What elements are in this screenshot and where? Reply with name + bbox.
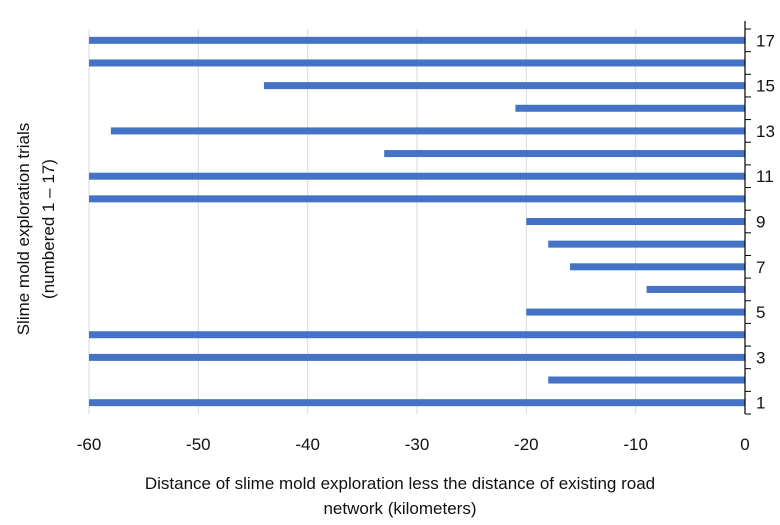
y-tick-label-5: 5	[756, 303, 765, 322]
bar-trial-6	[646, 285, 745, 293]
x-tick-label--20: -20	[514, 435, 539, 454]
y-tick-label-3: 3	[756, 348, 765, 367]
bar-trial-17	[89, 36, 745, 44]
bar-trial-7	[570, 263, 745, 271]
axes	[744, 21, 751, 415]
y-tick-label-15: 15	[756, 77, 775, 96]
x-tick-label-0: 0	[740, 435, 749, 454]
x-axis-title-line-1: Distance of slime mold exploration less …	[145, 474, 655, 493]
bars	[89, 36, 745, 407]
x-tick-label--40: -40	[295, 435, 320, 454]
bar-trial-15	[263, 82, 745, 90]
y-axis-title-line-1: Slime mold exploration trials	[14, 123, 33, 336]
bar-trial-14	[515, 104, 745, 112]
y-tick-label-11: 11	[756, 167, 774, 186]
bar-trial-8	[548, 240, 745, 248]
bar-trial-5	[526, 308, 745, 316]
bar-trial-9	[526, 218, 745, 225]
y-tick-label-7: 7	[756, 258, 765, 277]
bar-trial-3	[89, 353, 745, 361]
bar-trial-13	[110, 127, 745, 135]
y-tick-label-17: 17	[756, 31, 775, 50]
bar-trial-10	[89, 195, 745, 203]
bar-trial-11	[89, 172, 745, 180]
bar-trial-2	[548, 376, 745, 384]
y-tick-label-9: 9	[756, 213, 765, 232]
x-axis-title-line-2: network (kilometers)	[323, 499, 476, 518]
y-axis-title-line-2: (numbered 1 – 17)	[39, 159, 58, 299]
bar-trial-12	[384, 150, 745, 158]
x-tick-label--50: -50	[186, 435, 211, 454]
y-axis-title: Slime mold exploration trials (numbered …	[14, 123, 58, 336]
x-tick-label--30: -30	[405, 435, 430, 454]
x-tick-label--10: -10	[623, 435, 648, 454]
y-tick-label-13: 13	[756, 122, 775, 141]
x-tick-label--60: -60	[77, 435, 102, 454]
bar-trial-1	[89, 399, 745, 407]
bar-trial-16	[89, 59, 745, 67]
bar-trial-4	[89, 331, 745, 339]
y-tick-label-1: 1	[756, 394, 765, 413]
